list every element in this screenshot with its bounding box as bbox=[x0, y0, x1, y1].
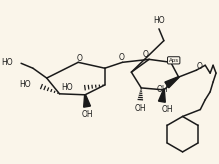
Polygon shape bbox=[84, 95, 90, 107]
Text: O: O bbox=[142, 50, 148, 59]
Text: HO: HO bbox=[2, 58, 13, 67]
Text: O: O bbox=[76, 54, 82, 63]
Text: OH: OH bbox=[157, 85, 169, 94]
Text: O: O bbox=[196, 62, 202, 71]
Text: OH: OH bbox=[81, 110, 93, 119]
Text: HO: HO bbox=[153, 16, 165, 25]
Text: Aps: Aps bbox=[169, 58, 179, 63]
Text: HO: HO bbox=[62, 83, 73, 92]
Polygon shape bbox=[165, 77, 179, 88]
Polygon shape bbox=[159, 90, 165, 102]
Text: O: O bbox=[119, 53, 124, 62]
Text: HO: HO bbox=[19, 81, 31, 89]
Text: OH: OH bbox=[162, 105, 173, 114]
Text: OH: OH bbox=[134, 104, 146, 113]
